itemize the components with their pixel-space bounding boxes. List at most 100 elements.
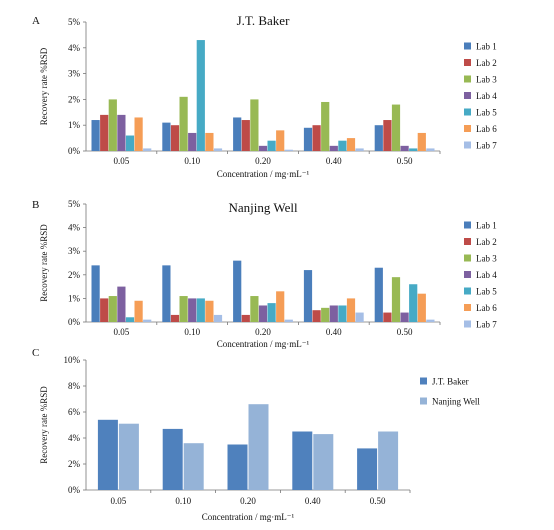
- bar-lab-7: [426, 148, 435, 151]
- x-tick-label: 0.40: [326, 327, 342, 337]
- bar-lab-3: [108, 296, 117, 322]
- bar-lab-5: [338, 140, 347, 151]
- bar-lab-2: [100, 298, 109, 322]
- legend-label: Lab 5: [476, 108, 497, 118]
- bar-lab-7: [143, 319, 152, 322]
- legend-swatch: [464, 141, 471, 149]
- x-tick-label: 0.05: [111, 496, 127, 506]
- legend-label: Nanjing Well: [432, 397, 480, 407]
- bar-lab-1: [303, 270, 313, 322]
- bar-lab-3: [391, 277, 401, 322]
- legend-swatch: [464, 254, 471, 262]
- bar-lab-7: [355, 312, 364, 322]
- bar-lab-6: [205, 300, 214, 322]
- bar-lab-7: [143, 148, 152, 151]
- bar-lab-5: [409, 148, 418, 151]
- y-tick-label: 3%: [68, 246, 81, 256]
- legend-label: Lab 4: [476, 270, 497, 280]
- bar-lab-5: [267, 303, 276, 322]
- legend-label: Lab 2: [476, 237, 497, 247]
- bar-nanjing-well: [313, 434, 334, 490]
- bar-lab-3: [179, 296, 188, 322]
- bar-lab-5: [196, 298, 205, 322]
- legend-swatch: [464, 320, 471, 328]
- x-axis-label: Concentration / mg·mL⁻¹: [217, 169, 310, 179]
- bar-nanjing-well: [248, 404, 269, 490]
- x-axis-label: Concentration / mg·mL⁻¹: [202, 512, 295, 522]
- y-axis-label: Recovery rate %RSD: [39, 47, 49, 125]
- bar-lab-6: [134, 117, 143, 151]
- bar-lab-1: [374, 267, 383, 322]
- bar-lab-3: [250, 99, 259, 151]
- bar-lab-6: [417, 293, 426, 322]
- bar-lab-7: [284, 319, 293, 322]
- legend-swatch: [464, 287, 471, 295]
- y-tick-label: 5%: [68, 17, 81, 27]
- bar-lab-6: [276, 291, 285, 322]
- bar-lab-1: [91, 265, 100, 322]
- y-tick-label: 0%: [68, 146, 81, 156]
- bar-lab-1: [374, 125, 383, 151]
- bar-lab-2: [383, 120, 392, 151]
- x-tick-label: 0.05: [114, 156, 130, 166]
- x-tick-label: 0.40: [305, 496, 321, 506]
- bar-lab-5: [125, 135, 135, 151]
- legend-label: Lab 1: [476, 42, 497, 52]
- x-tick-label: 0.50: [370, 496, 386, 506]
- bar-lab-4: [329, 145, 338, 151]
- bar-lab-3: [108, 99, 117, 151]
- x-tick-label: 0.20: [255, 327, 271, 337]
- legend-label: Lab 7: [476, 141, 497, 151]
- bar-lab-2: [312, 310, 321, 322]
- bar-lab-5: [267, 140, 276, 151]
- bar-lab-6: [417, 132, 426, 151]
- bar-lab-3: [321, 307, 330, 322]
- bar-lab-4: [117, 114, 126, 151]
- legend-swatch: [464, 75, 471, 83]
- bar-lab-2: [241, 120, 250, 151]
- bar-lab-4: [117, 286, 126, 322]
- bar-lab-1: [233, 117, 242, 151]
- legend-swatch: [464, 125, 471, 132]
- bar-lab-2: [312, 125, 321, 151]
- legend-label: Lab 7: [476, 320, 497, 330]
- legend-swatch: [464, 42, 471, 50]
- bar-lab-4: [258, 305, 268, 322]
- x-tick-label: 0.20: [240, 496, 256, 506]
- chart-panel-a: 0% 1% 2% 3% 4% 5% 0.05 0.10 0.20 0.40 0.50 A J.T. Ba…: [32, 13, 497, 179]
- y-tick-label: 6%: [68, 407, 81, 417]
- bar-lab-7: [284, 149, 293, 151]
- y-tick-label: 0%: [68, 317, 81, 327]
- y-tick-label: 4%: [68, 433, 81, 443]
- bar-lab-1: [303, 127, 313, 151]
- legend-label: Lab 1: [476, 221, 497, 231]
- bar-lab-7: [213, 314, 223, 322]
- bar-lab-4: [258, 145, 268, 151]
- chart-panel-c: 0% 2% 4% 6% 8% 10% 0.05 0.10 0.20 0.40 0.50 C Recove…: [32, 347, 480, 522]
- bar-lab-5: [409, 284, 418, 322]
- legend-swatch: [420, 397, 427, 405]
- legend-label: J.T. Baker: [432, 377, 469, 387]
- bar-lab-7: [355, 148, 364, 151]
- y-tick-label: 1%: [68, 120, 81, 130]
- bar-nanjing-well: [118, 423, 139, 490]
- bar-lab-1: [233, 260, 242, 322]
- chart-title: J.T. Baker: [237, 13, 290, 28]
- bar-lab-7: [213, 148, 223, 151]
- panel-letter: C: [32, 347, 39, 359]
- y-tick-label: 0%: [68, 485, 81, 495]
- bar-nanjing-well: [378, 431, 399, 490]
- y-axis-label: Recovery rate %RSD: [39, 386, 49, 464]
- bar-lab-3: [250, 296, 259, 322]
- y-axis-label: Recovery rate %RSD: [39, 224, 49, 302]
- x-tick-label: 0.10: [184, 156, 200, 166]
- y-tick-label: 2%: [68, 270, 81, 280]
- legend-swatch: [464, 221, 471, 229]
- x-tick-label: 0.20: [255, 156, 271, 166]
- bar-lab-1: [162, 265, 171, 322]
- bar-lab-6: [205, 132, 214, 151]
- bar-j-t-baker: [227, 444, 248, 490]
- legend-swatch: [420, 377, 427, 385]
